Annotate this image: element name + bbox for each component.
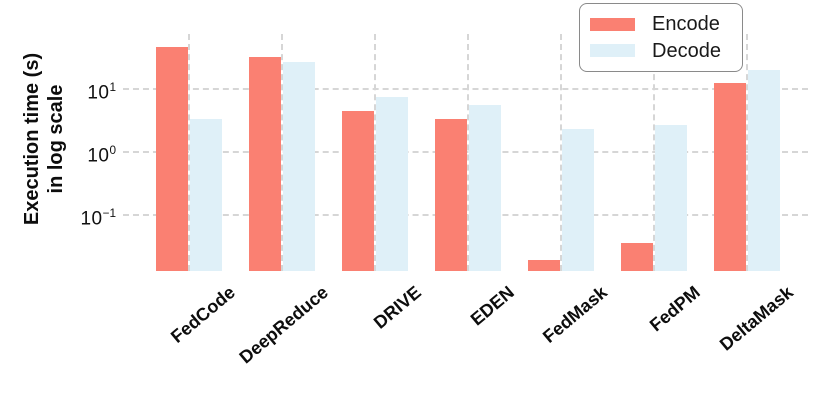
x-tick-label-eden: EDEN	[466, 282, 518, 330]
bar-decode-fedpm	[655, 124, 687, 271]
bar-decode-deepreduce	[283, 62, 315, 271]
legend-label-decode: Decode	[652, 39, 721, 62]
plot-area	[123, 34, 808, 271]
legend-item-decode: Decode	[590, 41, 732, 61]
bar-decode-deltamask	[748, 69, 780, 271]
bar-encode-deltamask	[714, 82, 746, 271]
y-tick-label: 10−1	[80, 207, 116, 230]
y-tick-label: 101	[87, 80, 116, 103]
legend-item-encode: Encode	[590, 14, 732, 34]
legend: Encode Decode	[579, 3, 743, 72]
bar-decode-fedmask	[562, 129, 594, 271]
x-tick-label-drive: DRIVE	[369, 282, 425, 333]
bar-decode-eden	[469, 104, 501, 271]
bar-encode-deepreduce	[249, 57, 281, 271]
x-tick-label-fedcode: FedCode	[167, 282, 239, 347]
bar-encode-fedpm	[621, 243, 653, 271]
bar-encode-drive	[342, 110, 374, 271]
horizontal-gridline	[123, 87, 808, 90]
legend-label-encode: Encode	[652, 13, 720, 36]
legend-swatch-decode	[590, 44, 635, 58]
bar-decode-drive	[376, 97, 408, 271]
x-tick-label-deepreduce: DeepReduce	[235, 282, 332, 368]
y-tick-label: 100	[87, 143, 116, 167]
x-tick-label-fedmask: FedMask	[538, 282, 611, 347]
bar-encode-fedmask	[528, 260, 560, 271]
bar-encode-fedcode	[156, 46, 188, 271]
legend-swatch-encode	[590, 17, 635, 31]
bar-decode-fedcode	[190, 118, 222, 271]
x-tick-label-fedpm: FedPM	[645, 282, 704, 336]
bar-encode-eden	[435, 118, 467, 271]
x-tick-label-deltamask: DeltaMask	[715, 282, 797, 355]
